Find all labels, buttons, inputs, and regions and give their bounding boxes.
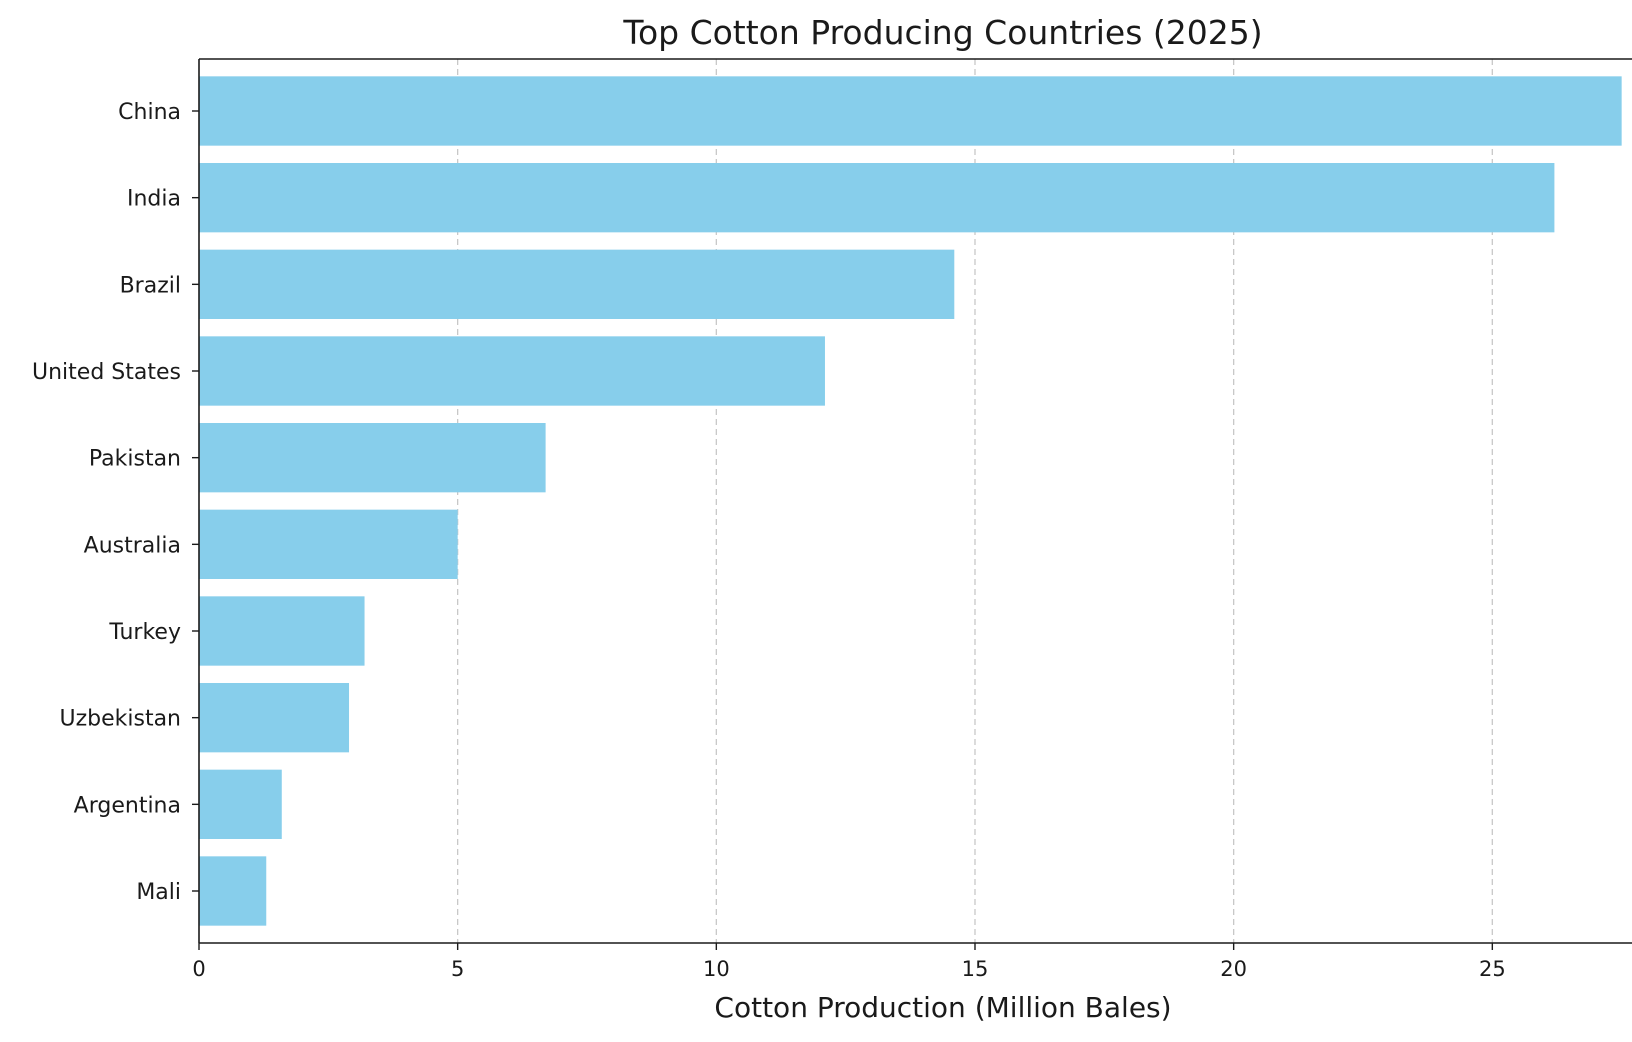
bar-argentina (199, 769, 282, 839)
x-tick-label: 25 (1479, 957, 1506, 981)
bar-turkey (199, 596, 365, 666)
bar-mali (199, 856, 267, 926)
grid-lines (457, 59, 1493, 943)
y-tick-label: United States (32, 360, 181, 385)
y-tick-label: Mali (136, 880, 181, 905)
y-tick-label: Turkey (108, 620, 181, 645)
bar-brazil (199, 249, 955, 319)
x-tick-label: 10 (703, 957, 730, 981)
x-tick-label: 20 (1220, 957, 1247, 981)
y-tick-label: Argentina (74, 793, 181, 818)
x-axis-title: Cotton Production (Million Bales) (714, 991, 1171, 1024)
bars (199, 76, 1622, 926)
bar-united-states (199, 336, 825, 406)
bar-china (199, 76, 1622, 146)
bar-australia (199, 509, 458, 579)
y-tick-label: Pakistan (89, 447, 181, 472)
x-tick-label: 5 (451, 957, 464, 981)
bar-pakistan (199, 423, 546, 493)
bar-india (199, 163, 1555, 233)
chart-title: Top Cotton Producing Countries (2025) (622, 13, 1262, 52)
axes (198, 58, 1632, 944)
y-tick-label: India (127, 187, 181, 212)
y-tick-label: Australia (84, 533, 181, 558)
x-tick-label: 0 (192, 957, 205, 981)
y-tick-label: China (118, 100, 181, 125)
y-axis-ticks: China India Brazil United States Pakistan Aus… (32, 100, 199, 905)
x-axis-ticks: 0 5 10 15 20 25 (192, 943, 1506, 981)
bar-uzbekistan (199, 683, 350, 753)
x-tick-label: 15 (962, 957, 989, 981)
y-tick-label: Uzbekistan (59, 707, 181, 732)
y-tick-label: Brazil (120, 273, 181, 298)
